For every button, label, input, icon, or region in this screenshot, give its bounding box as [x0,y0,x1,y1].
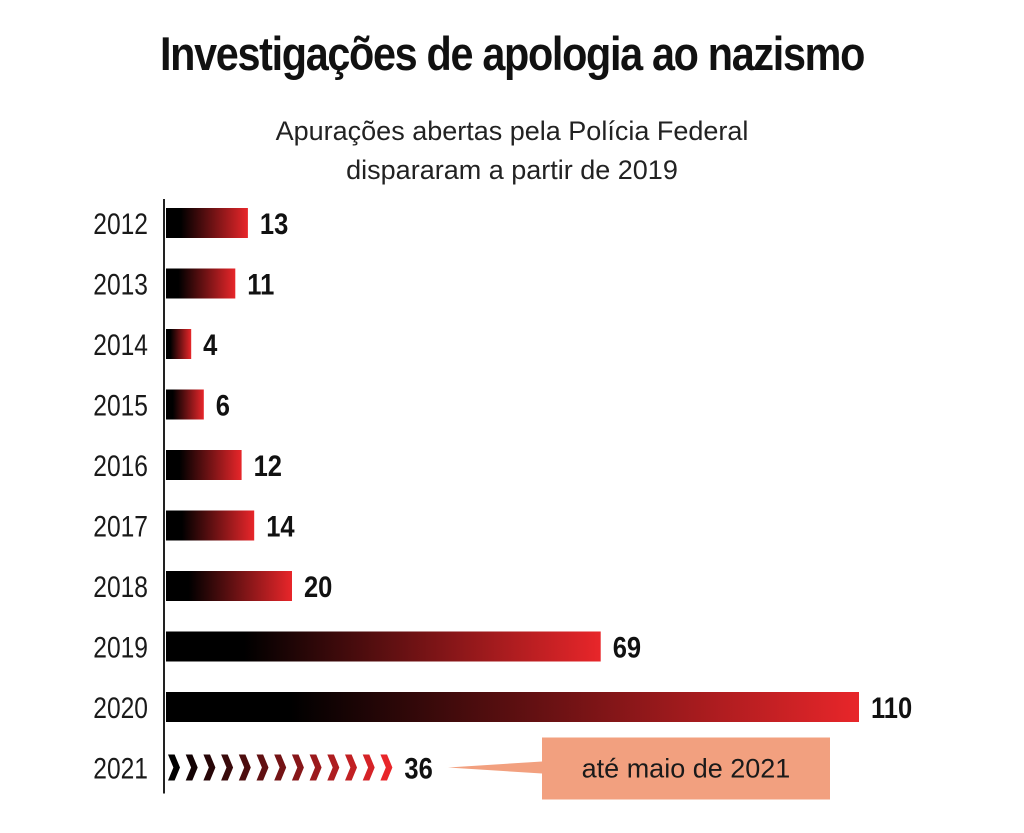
bar-2015 [166,389,204,420]
chevron-mark [380,754,393,781]
year-label-2015: 2015 [93,388,148,422]
value-label-2021: 36 [404,752,432,785]
value-label-2014: 4 [203,328,218,361]
year-label-2019: 2019 [93,630,148,664]
chevron-mark [345,754,357,781]
bar-2013 [166,268,236,299]
value-label-2018: 20 [304,570,332,603]
labels-layer: 2012 13 2013 11 2014 4 2015 6 2016 12 2017 14 2018 20… [93,207,912,785]
bars-layer [166,208,859,800]
chevron-mark [256,754,269,781]
bar-2019 [166,631,601,662]
bar-2020 [166,692,859,722]
value-label-2020: 110 [871,691,912,724]
year-label-2014: 2014 [93,328,148,362]
year-label-2017: 2017 [93,509,148,543]
year-label-2013: 2013 [93,267,148,301]
year-label-2020: 2020 [93,691,148,725]
bar-2012 [166,208,248,238]
chevron-mark [238,754,251,781]
bar-2021 [168,754,393,781]
bar-2014 [166,329,192,359]
chevron-mark [274,754,287,781]
bar-2016 [166,450,242,480]
annotation-text: até maio de 2021 [582,754,791,784]
value-label-2019: 69 [613,631,641,664]
bar-2018 [166,571,292,601]
chevron-mark [221,754,234,781]
bar-2017 [166,510,255,541]
year-label-2018: 2018 [93,570,148,604]
value-label-2013: 11 [247,268,274,301]
annotation-callout [448,737,830,800]
chevron-mark [168,754,180,781]
value-label-2015: 6 [216,389,230,422]
year-label-2021: 2021 [93,751,148,785]
value-label-2012: 13 [260,207,288,240]
chevron-mark [309,754,322,781]
chevron-mark [327,754,340,781]
chevron-mark [362,754,375,781]
value-label-2016: 12 [254,449,282,482]
chevron-mark [291,754,304,781]
chart-subtitle-line2: dispararam a partir de 2019 [346,155,678,185]
chart-subtitle-line1: Apurações abertas pela Polícia Federal [275,116,749,146]
chevron-mark [185,754,198,781]
year-label-2016: 2016 [93,449,148,483]
chart-title: Investigações de apologia ao nazismo [159,27,865,80]
chevron-mark [203,754,216,781]
year-label-2012: 2012 [93,207,148,241]
value-label-2017: 14 [266,510,295,543]
